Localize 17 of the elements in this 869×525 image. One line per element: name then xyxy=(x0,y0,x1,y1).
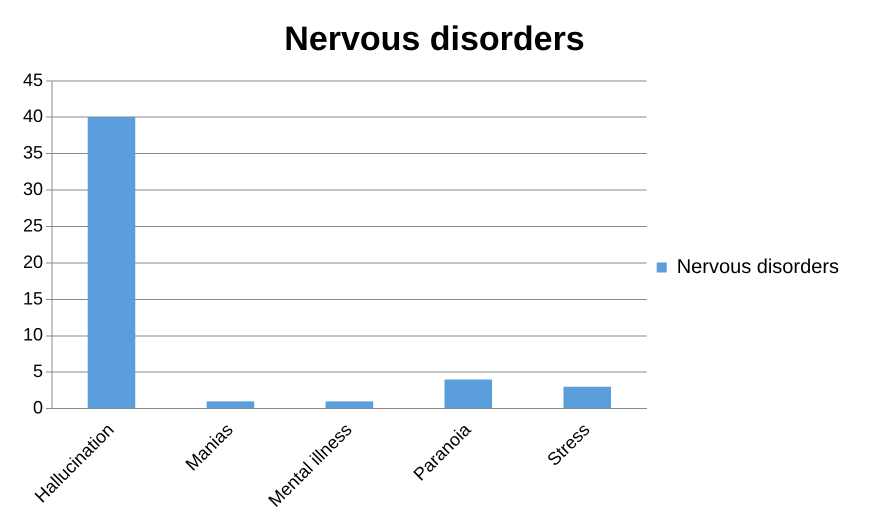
bar xyxy=(563,386,612,408)
bar xyxy=(206,401,254,408)
y-tick-label: 20 xyxy=(22,252,44,272)
legend-label: Nervous disorders xyxy=(676,256,840,278)
y-tick-label: 35 xyxy=(22,142,44,163)
chart-title: Nervous disorders xyxy=(284,20,585,58)
y-tick-label: 40 xyxy=(22,106,44,126)
bar xyxy=(444,379,492,408)
y-tick-label: 0 xyxy=(33,398,44,418)
y-tick-label: 45 xyxy=(22,70,44,90)
y-tick-label: 10 xyxy=(22,324,44,345)
bar xyxy=(88,117,136,408)
y-tick-label: 15 xyxy=(22,288,44,308)
bar xyxy=(326,401,374,408)
y-tick-label: 5 xyxy=(33,361,44,382)
y-tick-label: 30 xyxy=(22,179,44,200)
y-tick-label: 25 xyxy=(22,215,44,236)
